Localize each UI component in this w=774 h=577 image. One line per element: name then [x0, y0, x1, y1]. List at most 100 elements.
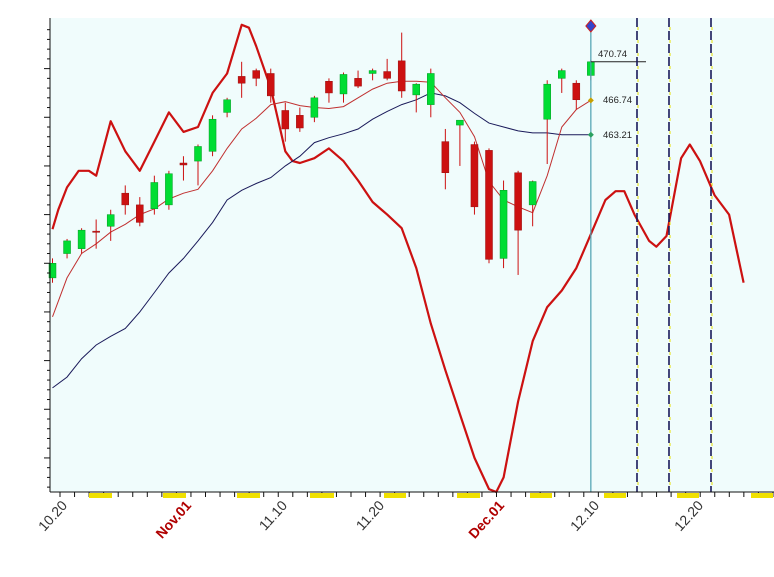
candle-11.26: [441, 128, 450, 190]
candle-10.28: [150, 175, 159, 215]
candle-body: [485, 150, 493, 260]
projection-marker-1: [636, 18, 639, 492]
candle-body: [136, 204, 144, 223]
candle-11.29: [456, 119, 464, 166]
candle-11.16: [339, 72, 348, 103]
candle-11.02: [194, 144, 202, 186]
candle-body: [412, 83, 420, 96]
candle-body: [223, 99, 231, 113]
candle-body: [427, 73, 435, 105]
week-marker: [751, 493, 773, 498]
candle-11.04: [223, 97, 231, 118]
candle-11.18: [368, 68, 377, 81]
candle-body: [281, 110, 290, 130]
candle-12.06: [528, 180, 537, 227]
candle-11.10: [281, 102, 290, 142]
candle-body: [92, 230, 100, 233]
candle-11.12: [310, 95, 319, 123]
candle-body: [106, 214, 115, 227]
candle-11.17: [354, 70, 362, 89]
candle-11.08: [252, 68, 260, 87]
candle-body: [456, 119, 464, 126]
candle-body: [237, 76, 246, 84]
projection-marker-2: [668, 18, 671, 492]
candle-body: [150, 182, 159, 210]
candle-10.26: [121, 185, 129, 215]
candle-body: [543, 83, 551, 120]
week-marker: [604, 493, 626, 498]
ma-slow-last-label: 463.21: [603, 130, 632, 141]
week-marker: [163, 493, 186, 498]
cycle-curve: [51, 23, 745, 494]
candle-10.21: [77, 228, 86, 254]
candle-body: [121, 192, 129, 206]
candle-body: [528, 181, 537, 206]
candle-body: [63, 240, 71, 254]
candle-10.27: [136, 197, 144, 227]
candle-body: [499, 190, 508, 259]
candle-10.22: [92, 219, 100, 249]
candle-body: [441, 141, 450, 174]
candle-body: [354, 78, 362, 87]
candle-body: [179, 162, 188, 166]
candle-body: [208, 118, 217, 152]
candle-body: [48, 263, 57, 279]
week-marker: [457, 493, 480, 498]
candle-11.23: [412, 83, 420, 113]
candle-body: [267, 73, 275, 97]
candle-body: [296, 115, 304, 129]
candle-12.07: [543, 80, 551, 164]
candle-body: [77, 229, 86, 249]
candle-body: [325, 81, 333, 94]
ma-slow-line: [52, 92, 591, 389]
candle-10.20: [63, 238, 71, 259]
candle-10.19: [48, 258, 57, 283]
candle-body: [339, 74, 348, 95]
candle-body: [252, 70, 260, 79]
candle-12.03: [514, 170, 522, 275]
candle-12.02: [499, 180, 508, 269]
candle-body: [368, 70, 377, 74]
week-marker: [384, 493, 406, 498]
candle-body: [383, 71, 391, 79]
x-date-label: 12.20: [671, 497, 706, 534]
series-layer: [48, 18, 745, 494]
candle-11.24: [427, 68, 435, 118]
candle-11.01: [179, 156, 188, 181]
candle-12.08: [558, 68, 566, 93]
candle-11.03: [208, 115, 217, 157]
candle-11.30: [470, 141, 479, 215]
candle-body: [572, 82, 581, 101]
projection-marker-3: [710, 18, 713, 492]
candle-12.09: [572, 80, 581, 110]
x-date-label: 11.10: [256, 497, 291, 533]
candle-body: [558, 70, 566, 79]
candle-11.11: [296, 107, 304, 132]
ma-fast-marker: [587, 97, 594, 104]
candle-12.01: [485, 148, 493, 264]
x-date-label: 11.20: [353, 497, 388, 533]
candle-11.05: [237, 61, 246, 98]
x-date-label: 12.10: [567, 497, 602, 534]
week-marker: [237, 493, 260, 498]
week-marker: [89, 493, 112, 498]
candle-body: [514, 172, 522, 231]
candle-10.25: [106, 209, 115, 241]
week-marker: [530, 493, 552, 498]
x-date-label: Dec.01: [465, 497, 507, 541]
candle-body: [397, 60, 406, 92]
candle-body: [310, 97, 319, 118]
ma-fast-last-label: 466.74: [603, 95, 632, 106]
ma-slow-marker: [587, 131, 594, 138]
candle-11.22: [397, 32, 406, 98]
last-close-label: 470.74: [598, 49, 627, 60]
candle-10.29: [165, 170, 173, 210]
candle-11.15: [325, 78, 333, 103]
week-marker: [310, 493, 334, 498]
week-marker: [677, 493, 699, 498]
cursor-diamond-icon: [585, 19, 597, 33]
candle-body: [165, 173, 173, 206]
x-date-label: Nov.01: [152, 497, 194, 541]
candle-11.09: [267, 68, 275, 103]
